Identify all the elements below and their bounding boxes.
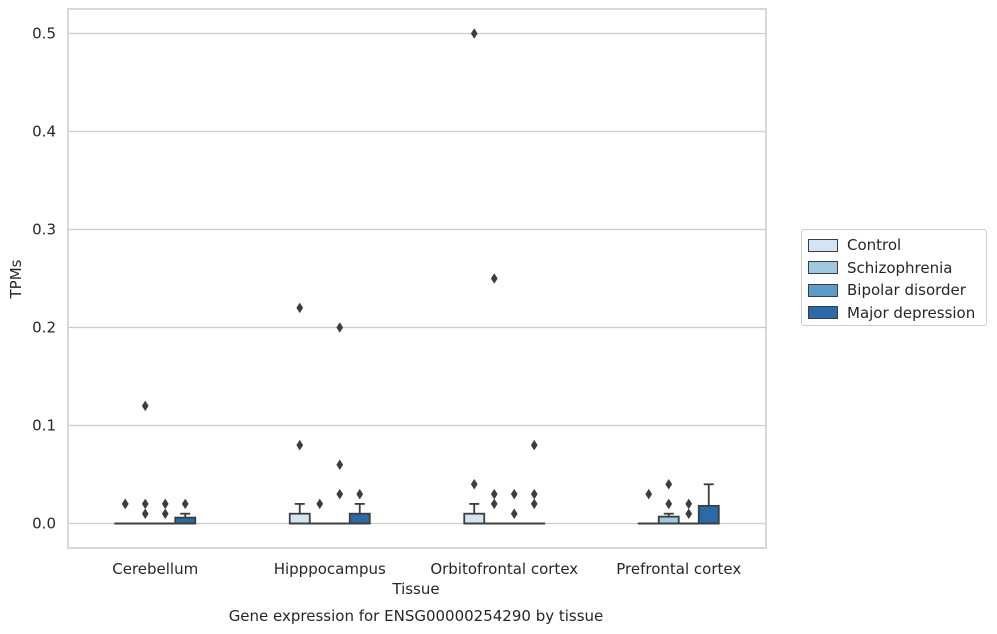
box-body: [348, 512, 371, 525]
outlier-point: [645, 488, 653, 500]
y-tick-label: 0.1: [32, 417, 56, 435]
legend-swatch-major-depression: [808, 306, 838, 320]
outlier-point: [490, 273, 498, 284]
y-axis-label: TPMs: [7, 259, 25, 299]
y-tick-label: 0.2: [32, 319, 56, 337]
outlier-point: [510, 508, 518, 519]
box-schizophrenia-prefrontal-cortex: [657, 479, 680, 525]
legend-swatch-schizophrenia: [808, 261, 838, 275]
box-series: [114, 28, 720, 525]
outlier-point: [685, 498, 693, 510]
x-tick-label: Hipppocampus: [274, 560, 386, 578]
outlier-point: [336, 459, 344, 470]
outlier-point: [490, 498, 498, 510]
outlier-point: [161, 498, 169, 510]
x-axis-label: Tissue: [392, 580, 440, 598]
outlier-point: [665, 479, 673, 490]
y-tick-label: 0.4: [32, 123, 56, 141]
legend-item-bipolar-disorder: Bipolar disorder: [808, 279, 986, 302]
box-bipolar-disorder-hipppocampus: [328, 322, 351, 525]
box-schizophrenia-cerebellum: [134, 400, 157, 525]
legend-label-schizophrenia: Schizophrenia: [847, 258, 953, 277]
outlier-point: [141, 508, 149, 519]
outlier-point: [336, 322, 344, 333]
box-body: [463, 512, 486, 525]
legend-label-bipolar-disorder: Bipolar disorder: [847, 281, 966, 300]
outlier-point: [121, 498, 129, 510]
y-tick-label: 0.5: [32, 25, 56, 43]
y-tick-label: 0.0: [32, 515, 56, 533]
legend-label-control: Control: [847, 236, 902, 255]
box-major-depression-hipppocampus: [348, 488, 371, 525]
outlier-point: [510, 488, 518, 500]
outlier-point: [316, 498, 324, 510]
series-schizophrenia: [134, 273, 680, 525]
box-body: [697, 504, 720, 525]
outlier-point: [181, 498, 189, 510]
outlier-point: [470, 28, 478, 39]
box-major-depression-orbitofrontal-cortex: [523, 439, 546, 525]
legend-item-schizophrenia: Schizophrenia: [808, 257, 986, 280]
outlier-point: [530, 439, 538, 451]
x-tick-labels: Cerebellum Hipppocampus Orbitofrontal cort…: [112, 560, 741, 578]
outlier-point: [530, 488, 538, 500]
outlier-point: [470, 479, 478, 490]
legend-swatch-bipolar-disorder: [808, 283, 838, 297]
plot-background: [68, 9, 766, 548]
outlier-point: [141, 498, 149, 510]
box-major-depression-prefrontal-cortex: [697, 483, 720, 525]
legend: Control Schizophrenia Bipolar disorder M…: [801, 229, 987, 326]
outlier-point: [296, 302, 304, 314]
box-bipolar-disorder-orbitofrontal-cortex: [503, 488, 526, 525]
box-body: [288, 512, 311, 525]
plot-frame: [67, 8, 767, 549]
box-bipolar-disorder-cerebellum: [154, 498, 177, 525]
outlier-point: [530, 498, 538, 510]
x-tick-label: Cerebellum: [112, 560, 198, 578]
y-tick-labels: 0.0 0.1 0.2 0.3 0.4 0.5: [32, 25, 56, 533]
outlier-point: [490, 488, 498, 500]
legend-swatch-control: [808, 238, 838, 252]
outlier-point: [296, 439, 304, 451]
box-major-depression-cerebellum: [174, 498, 197, 525]
y-tick-label: 0.3: [32, 221, 56, 239]
chart-caption: Gene expression for ENSG00000254290 by t…: [228, 607, 604, 625]
x-tick-label: Orbitofrontal cortex: [430, 560, 578, 578]
outlier-point: [356, 488, 364, 500]
outlier-point: [665, 498, 673, 510]
box-body: [657, 515, 680, 525]
series-control: [114, 28, 660, 525]
legend-item-control: Control: [808, 234, 986, 257]
series-bipolar-disorder: [154, 322, 700, 525]
outlier-point: [685, 508, 693, 519]
outlier-point: [336, 488, 344, 500]
box-control-hipppocampus: [288, 302, 311, 525]
box-control-orbitofrontal-cortex: [463, 28, 486, 525]
legend-label-major-depression: Major depression: [847, 303, 976, 322]
outlier-point: [161, 508, 169, 519]
outlier-point: [141, 400, 149, 412]
legend-item-major-depression: Major depression: [808, 302, 986, 325]
x-tick-label: Prefrontal cortex: [616, 560, 741, 578]
series-major-depression: [174, 439, 720, 525]
